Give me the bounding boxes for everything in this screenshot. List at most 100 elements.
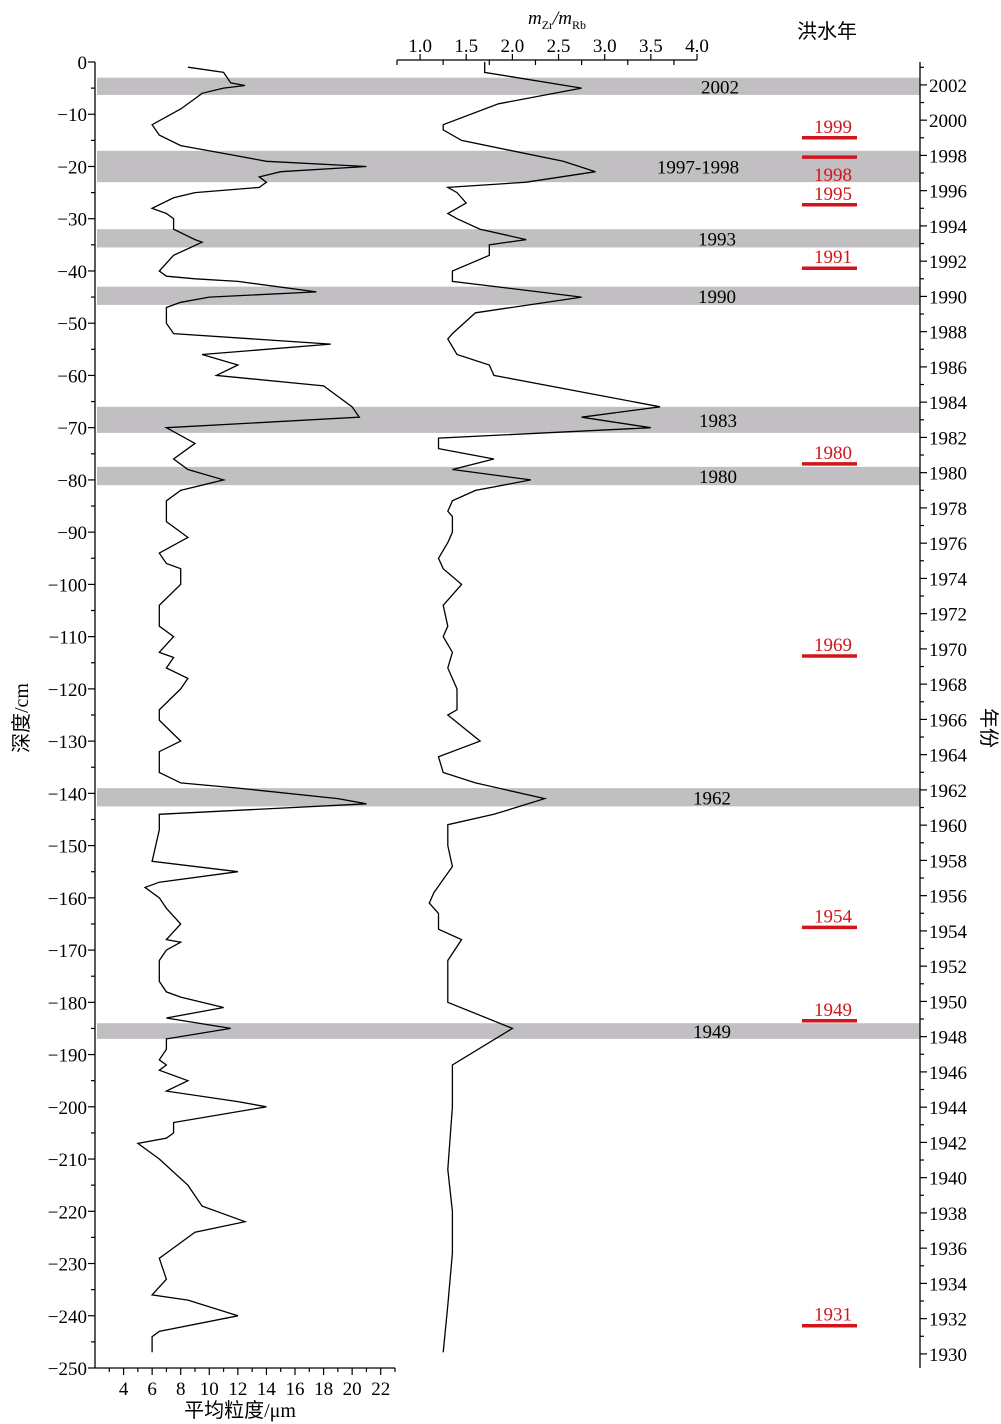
grain-tick-label: 10	[200, 1379, 219, 1400]
depth-axis-label: 深度/cm	[10, 683, 33, 753]
depth-tick-label: −110	[48, 628, 87, 649]
band-label: 1993	[698, 229, 736, 250]
flood-year-label: 1999	[814, 117, 852, 138]
year-tick-label: 1976	[929, 534, 967, 555]
flood-year-label: 1969	[814, 635, 852, 656]
year-tick-label: 1942	[929, 1133, 967, 1154]
flood-year-label: 1949	[814, 1000, 852, 1021]
depth-tick-label: 0	[78, 53, 88, 74]
year-tick-label: 1932	[929, 1310, 967, 1331]
depth-tick-label: −90	[57, 523, 87, 544]
flood-band	[97, 77, 920, 95]
depth-tick-label: −250	[48, 1359, 87, 1380]
depth-tick-label: −70	[57, 419, 87, 440]
flood-band	[97, 286, 920, 305]
year-tick-label: 1974	[929, 569, 968, 590]
year-tick-label: 1996	[929, 182, 967, 203]
year-tick-label: 1990	[929, 287, 967, 308]
zr-rb-ratio-line	[428, 62, 661, 1353]
grain-tick-label: 4	[119, 1379, 129, 1400]
year-tick-label: 1954	[929, 922, 968, 943]
year-tick-label: 1938	[929, 1204, 967, 1225]
flood-band	[97, 150, 920, 183]
axes-layer: 0 −10 −20 −30 −40 −50 −60 −70 −80 −90 −100 −110 −120…	[48, 36, 968, 1400]
year-tick-label: 1948	[929, 1028, 967, 1049]
depth-tick-label: −50	[57, 314, 87, 335]
year-tick-label: 1992	[929, 252, 967, 273]
depth-tick-label: −140	[48, 784, 87, 805]
year-tick-label: 1988	[929, 323, 967, 344]
year-tick-label: 1966	[929, 710, 967, 731]
depth-tick-label: −10	[57, 105, 87, 126]
depth-tick-label: −240	[48, 1307, 87, 1328]
ratio-tick-label: 2.0	[501, 36, 525, 57]
band-label: 1980	[699, 467, 737, 488]
year-tick-label: 1930	[929, 1345, 967, 1366]
year-tick-label: 2002	[929, 76, 967, 97]
depth-tick-label: −160	[48, 889, 87, 910]
depth-tick-label: −180	[48, 993, 87, 1014]
year-tick-label: 1956	[929, 887, 967, 908]
flood-year-label: 1931	[814, 1305, 852, 1326]
band-label: 2002	[701, 77, 739, 98]
flood-year-label: 1991	[814, 247, 852, 268]
year-tick-label: 1984	[929, 393, 968, 414]
grain-tick-label: 16	[286, 1379, 305, 1400]
labels-layer: 2002 1997-1998 1993 1990 1983 1980 1962 1949	[657, 77, 739, 1043]
flood-year-label: 1954	[814, 906, 853, 927]
year-tick-label: 1970	[929, 640, 967, 661]
depth-tick-label: −20	[57, 157, 87, 178]
grain-tick-label: 12	[228, 1379, 247, 1400]
series-layer	[136, 62, 661, 1353]
grain-tick-label: 22	[371, 1379, 390, 1400]
ratio-axis-label: mZr/mRb	[528, 8, 586, 32]
band-label: 1990	[698, 287, 736, 308]
grain-size-line	[136, 66, 367, 1353]
year-tick-label: 1934	[929, 1274, 968, 1295]
depth-tick-label: −200	[48, 1098, 87, 1119]
year-tick-label: 1950	[929, 992, 967, 1013]
grain-axis-label: 平均粒度/μm	[184, 1399, 296, 1422]
depth-tick-label: −170	[48, 941, 87, 962]
flood-year-label: 1995	[814, 184, 852, 205]
grain-tick-label: 6	[147, 1379, 157, 1400]
flood-band-layer	[97, 77, 920, 1039]
flood-year-label: 1980	[814, 443, 852, 464]
year-tick-label: 1980	[929, 464, 967, 485]
grain-tick-label: 18	[314, 1379, 333, 1400]
ratio-tick-label: 3.0	[593, 36, 617, 57]
flood-band	[97, 406, 920, 433]
depth-tick-label: −210	[48, 1150, 87, 1171]
year-tick-label: 1978	[929, 499, 967, 520]
depth-tick-label: −220	[48, 1202, 87, 1223]
year-tick-label: 1964	[929, 746, 968, 767]
ratio-tick-label: 3.5	[639, 36, 663, 57]
flood-column-title: 洪水年	[797, 20, 857, 43]
grain-tick-label: 8	[176, 1379, 186, 1400]
depth-tick-label: −80	[57, 471, 87, 492]
band-label: 1962	[693, 788, 731, 809]
ratio-tick-label: 4.0	[685, 36, 709, 57]
ratio-tick-label: 1.0	[408, 36, 432, 57]
flood-band	[97, 466, 920, 486]
year-tick-label: 1936	[929, 1239, 967, 1260]
year-tick-label: 1960	[929, 816, 967, 837]
year-tick-label: 1998	[929, 146, 967, 167]
year-tick-label: 1962	[929, 781, 967, 802]
ratio-tick-label: 1.5	[454, 36, 478, 57]
grain-tick-label: 14	[257, 1379, 277, 1400]
depth-tick-label: −130	[48, 732, 87, 753]
depth-tick-label: −230	[48, 1255, 87, 1276]
grain-tick-label: 20	[343, 1379, 362, 1400]
year-tick-label: 1986	[929, 358, 967, 379]
year-tick-label: 1982	[929, 428, 967, 449]
band-label: 1997-1998	[657, 157, 739, 178]
ratio-tick-label: 2.5	[547, 36, 571, 57]
year-tick-label: 2000	[929, 111, 967, 132]
flood-year-label: 1998	[814, 165, 852, 186]
band-label: 1949	[693, 1022, 731, 1043]
year-tick-label: 1952	[929, 957, 967, 978]
depth-tick-label: −30	[57, 210, 87, 231]
